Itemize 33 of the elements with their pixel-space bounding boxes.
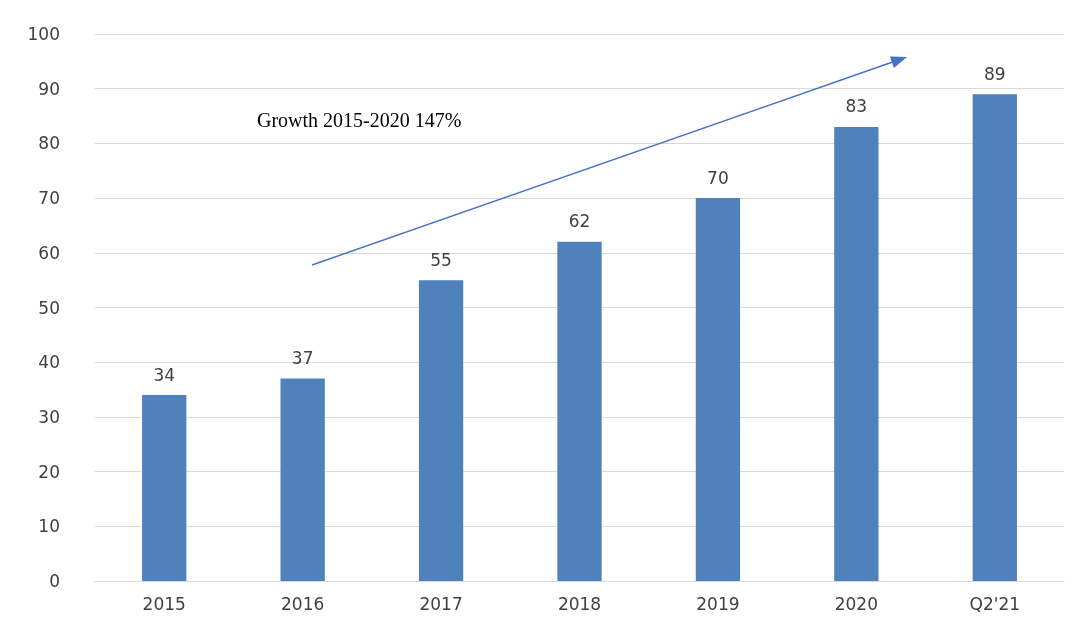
- x-tick-label: 2020: [834, 593, 878, 614]
- x-tick-label: Q2'21: [969, 593, 1021, 614]
- data-label: 70: [707, 167, 729, 188]
- bar: [418, 280, 464, 581]
- y-tick-label: 30: [38, 406, 60, 427]
- y-tick-label: 70: [38, 188, 60, 209]
- bar: [142, 395, 187, 581]
- y-tick-label: 0: [49, 571, 60, 591]
- data-label: 83: [845, 96, 868, 117]
- x-tick-label: 2018: [557, 593, 602, 614]
- data-label: 55: [430, 249, 452, 270]
- y-tick-label: 60: [38, 242, 60, 263]
- bar: [557, 241, 602, 581]
- data-label: 89: [983, 63, 1006, 84]
- y-tick-label: 10: [38, 516, 60, 537]
- x-tick-label: 2016: [281, 593, 325, 614]
- bar: [695, 198, 741, 581]
- y-tick-label: 100: [27, 24, 60, 44]
- x-tick-label: 2015: [142, 593, 186, 614]
- bar: [280, 378, 325, 581]
- bar: [972, 94, 1017, 581]
- data-label: 34: [153, 364, 176, 385]
- x-tick-label: 2019: [696, 593, 740, 614]
- bar: [834, 126, 879, 581]
- y-tick-label: 40: [38, 352, 60, 373]
- data-label: 37: [291, 348, 314, 369]
- x-tick-label: 2017: [419, 593, 463, 614]
- y-tick-label: 20: [38, 461, 60, 482]
- y-tick-label: 80: [38, 133, 60, 154]
- data-label: 62: [568, 211, 591, 232]
- y-tick-label: 50: [38, 297, 60, 318]
- y-tick-label: 90: [38, 78, 60, 99]
- annotation: Growth 2015-2020 147%: [257, 109, 462, 131]
